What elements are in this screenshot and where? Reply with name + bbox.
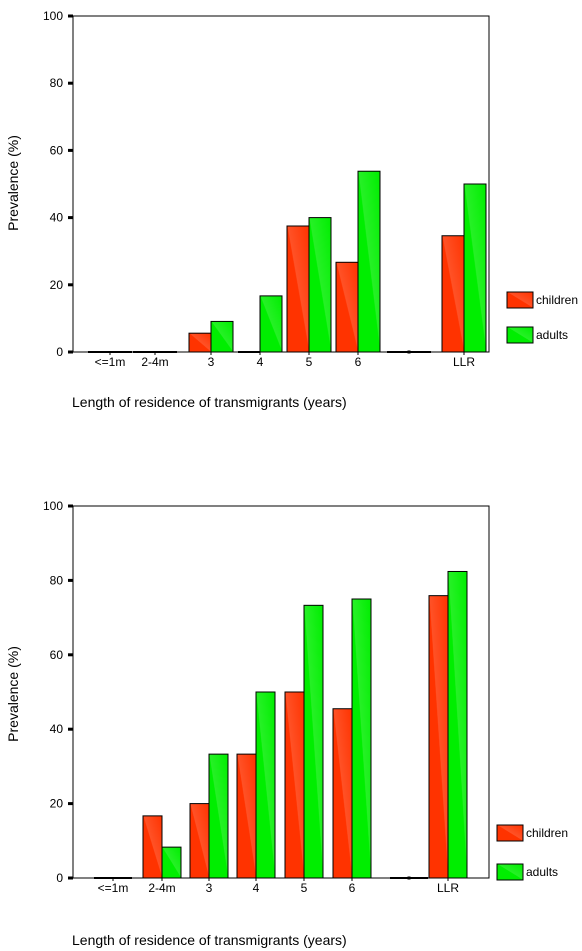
x-tick-label: 4 <box>257 355 264 369</box>
bar-children-1 <box>142 815 163 879</box>
x-tick-label: 6 <box>349 881 356 895</box>
bar-adults-3 <box>255 691 276 879</box>
bar-adults-4 <box>303 604 324 879</box>
legend-swatch-children <box>506 291 534 309</box>
y-tick-label: 100 <box>43 499 63 513</box>
x-tick-marker <box>407 350 411 354</box>
legend-swatch-children <box>496 824 524 842</box>
y-tick-label: 80 <box>50 573 64 587</box>
chart-1: Prevalence (%) Length of residence of tr… <box>5 9 578 410</box>
x-tick-label: LLR <box>437 881 459 895</box>
x-tick-label: 6 <box>355 355 362 369</box>
bar-adults-7 <box>463 183 487 353</box>
bar-children-7 <box>441 235 465 353</box>
y-tick-label: 60 <box>50 648 64 662</box>
y-tick-label: 0 <box>56 345 63 359</box>
x-tick-label: 5 <box>301 881 308 895</box>
x-axis-title: Length of residence of transmigrants (ye… <box>72 394 347 410</box>
x-tick-marker <box>407 876 411 880</box>
bar-children-2 <box>189 803 210 879</box>
bar-adults-3 <box>259 295 283 353</box>
bar-children-5 <box>332 708 353 879</box>
y-tick-label: 60 <box>50 143 64 157</box>
bar-children-3 <box>236 753 257 879</box>
y-tick-label: 20 <box>50 797 64 811</box>
x-tick-label: 3 <box>208 355 215 369</box>
y-axis-title: Prevalence (%) <box>5 135 21 231</box>
y-tick-label: 20 <box>50 278 64 292</box>
bar-children-5 <box>335 261 359 353</box>
x-axis-title: Length of residence of transmigrants (ye… <box>72 932 347 948</box>
x-tick-label: LLR <box>453 355 475 369</box>
chart-2: Prevalence (%) Length of residence of tr… <box>5 499 568 948</box>
x-tick-label: 5 <box>306 355 313 369</box>
legend-label-children: children <box>536 293 578 307</box>
legend-swatch-adults <box>506 326 534 344</box>
legend-label-adults: adults <box>526 865 558 879</box>
legend-label-children: children <box>526 826 568 840</box>
x-tick-label: <=1m <box>98 881 129 895</box>
bar-adults-1 <box>161 846 182 879</box>
plot-frame <box>72 505 490 879</box>
bar-adults-2 <box>208 753 229 879</box>
y-tick-label: 0 <box>56 871 63 885</box>
bar-adults-7 <box>447 570 468 879</box>
bar-adults-5 <box>351 598 372 879</box>
x-tick-label: 2-4m <box>148 881 175 895</box>
legend-swatch-adults <box>496 863 524 881</box>
x-tick-label: 4 <box>253 881 260 895</box>
y-tick-label: 40 <box>50 722 64 736</box>
bar-adults-4 <box>308 217 332 353</box>
bar-children-4 <box>284 691 305 879</box>
x-tick-label: 3 <box>206 881 213 895</box>
bar-children-4 <box>286 225 310 353</box>
bar-children-7 <box>428 595 449 879</box>
x-tick-label: <=1m <box>95 355 126 369</box>
y-axis-title: Prevalence (%) <box>5 646 21 742</box>
bar-adults-2 <box>210 320 234 353</box>
x-tick-label: 2-4m <box>141 355 168 369</box>
y-tick-label: 100 <box>43 9 63 23</box>
y-tick-label: 40 <box>50 211 64 225</box>
y-tick-label: 80 <box>50 76 64 90</box>
bar-adults-5 <box>357 170 381 353</box>
legend-label-adults: adults <box>536 328 568 342</box>
bar-children-2 <box>188 332 212 353</box>
